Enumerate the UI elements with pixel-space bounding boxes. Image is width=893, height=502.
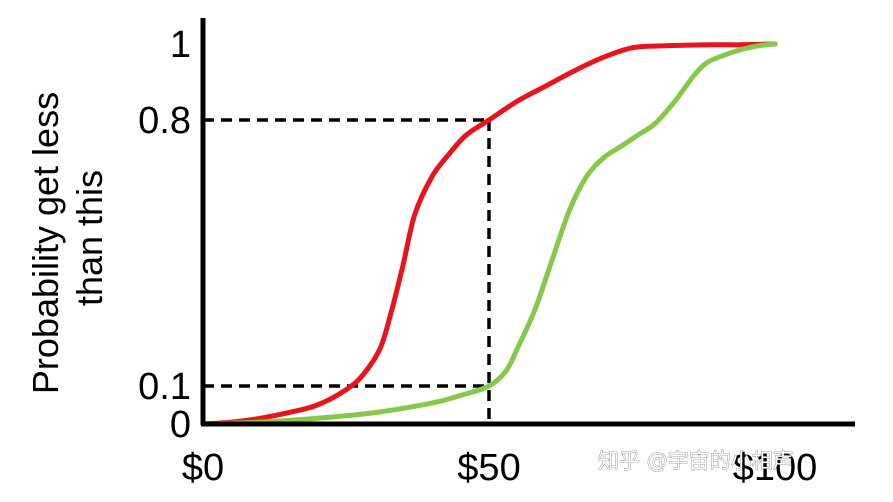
reference-lines	[203, 118, 491, 424]
x-tick-label-2: $100	[733, 447, 818, 489]
y-axis-label-line-2: than this	[69, 170, 110, 306]
axes	[200, 18, 855, 427]
series-group	[200, 41, 778, 427]
series-line-1	[200, 41, 778, 427]
y-tick-label-2: 0.8	[138, 100, 191, 142]
watermark-text: 知乎 @宇宙的小相声	[598, 449, 794, 473]
y-axis-label-line-1: Probability get less	[25, 92, 66, 394]
y-tick-labels: 00.1 0.8 1	[138, 24, 191, 446]
x-tick-labels: $0 $50 $100	[182, 447, 817, 489]
y-tick-label-0: 0	[170, 404, 191, 446]
y-tick-label-1: 0.1	[138, 366, 191, 408]
y-tick-label-3: 1	[170, 24, 191, 66]
series-line-0	[200, 41, 778, 427]
x-tick-label-0: $0	[182, 447, 224, 489]
y-axis-label: Probability get less than this	[25, 82, 110, 394]
x-tick-label-1: $50	[457, 447, 520, 489]
